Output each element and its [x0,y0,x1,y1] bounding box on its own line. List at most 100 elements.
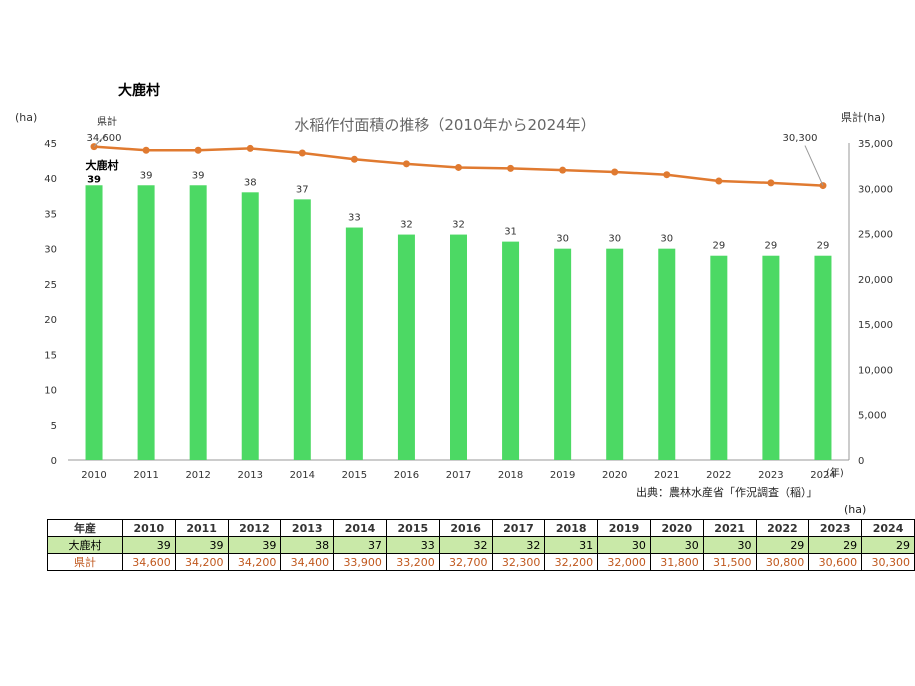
table-cell: 34,400 [280,553,335,571]
table-cell: 33,900 [333,553,387,571]
table-cell: 38 [280,536,335,554]
table-cell: 32 [491,536,546,554]
table-cell: 2014 [333,519,387,537]
left-axis-ticks: 0 5 10 15 20 25 30 35 40 45 [44,139,57,467]
x-tick-label: 2013 [238,470,263,481]
right-axis-unit: 県計(ha) [841,110,885,124]
table-row-label: 県計 [47,553,123,571]
x-tick-label: 2016 [394,470,419,481]
table-cell: 30,600 [808,553,863,571]
table-cell: 29 [755,536,810,554]
x-tick-label: 2022 [706,470,731,481]
table-cell: 30 [597,536,651,554]
source-note: 出典：農林水産省「作況調査（稲）」 [636,486,818,499]
right-tick-label: 10,000 [858,365,893,376]
bar-value-label: 32 [400,220,413,231]
left-tick-label: 45 [44,139,57,150]
line-start-name: 県計 [97,115,117,128]
table-cell: 31,500 [702,553,757,571]
line-marker [767,179,775,187]
table-cell: 30 [702,536,757,554]
table-header-row: 年産 2010 2011 2012 2013 2014 2015 2016 2017 2018 20… [47,519,915,537]
bar-value-label: 32 [452,220,465,231]
x-tick-label: 2019 [550,470,575,481]
table-cell: 39 [121,536,176,554]
x-tick-label: 2014 [290,470,315,481]
line-marker [298,149,306,157]
bar-value-label: 31 [504,227,517,238]
table-row-label: 大鹿村 [47,536,123,554]
left-tick-label: 0 [51,456,57,467]
table-cell: 34,200 [174,553,229,571]
left-tick-label: 35 [44,209,57,220]
table-cell: 2016 [438,519,493,537]
bar-data-labels: 39 39 39 38 37 33 32 32 31 30 30 30 29 29 29 [87,170,829,251]
chart-title: 水稲作付面積の推移（2010年から2024年） [294,116,595,134]
table-cell: 2021 [702,519,757,537]
bar [606,248,624,460]
data-table-body: 年産 2010 2011 2012 2013 2014 2015 2016 2017 2018 20… [47,519,915,571]
bar-value-label: 38 [244,177,257,188]
x-tick-label: 2010 [81,470,106,481]
bar-value-label: 39 [192,170,205,181]
bar [450,234,467,460]
line-marker [507,164,515,172]
right-tick-label: 20,000 [858,275,893,286]
bar [554,248,572,460]
right-tick-label: 25,000 [858,230,893,241]
bar-value-label: 30 [660,234,673,245]
table-cell: 2018 [544,519,599,537]
line-marker [559,166,567,174]
table-cell: 32,700 [438,553,493,571]
line-end-leader [804,145,824,186]
line-marker [611,168,619,176]
data-table: 年産 2010 2011 2012 2013 2014 2015 2016 2017 2018 20… [47,519,915,571]
bar-value-label: 33 [348,213,361,224]
table-cell: 29 [861,536,915,554]
bar-series [85,185,832,461]
bar-value-label: 30 [608,234,621,245]
line-marker [246,144,254,152]
table-cell: 2020 [649,519,704,537]
x-tick-label: 2017 [446,470,471,481]
table-row-label: 年産 [47,519,123,537]
x-tick-label: 2011 [133,470,158,481]
table-row-prefecture: 県計 34,600 34,200 34,200 34,400 33,900 33,200 32… [47,553,915,571]
table-cell: 39 [174,536,229,554]
line-marker [663,171,671,179]
line-marker [350,155,358,163]
left-tick-label: 40 [44,174,57,185]
bar [710,255,728,460]
bar-start-name: 大鹿村 [86,158,119,172]
line-series [90,134,827,190]
x-tick-label: 2024 [810,470,835,481]
bar-value-label: 39 [87,174,101,185]
left-tick-label: 5 [51,421,57,432]
table-cell: 2024 [861,519,915,537]
table-cell: 2011 [174,519,229,537]
table-cell: 2013 [280,519,335,537]
table-cell: 32 [438,536,493,554]
left-tick-label: 25 [44,280,57,291]
left-tick-label: 30 [44,245,57,256]
right-tick-label: 30,000 [858,184,893,195]
line-marker [715,177,723,185]
table-cell: 37 [333,536,387,554]
left-axis-unit: (ha) [15,111,37,124]
table-cell: 31,800 [649,553,704,571]
table-cell: 2019 [597,519,651,537]
bar-value-label: 29 [712,241,725,252]
table-cell: 30,300 [861,553,915,571]
x-tick-label: 2023 [758,470,783,481]
table-cell: 29 [808,536,863,554]
line-marker [455,163,462,171]
table-cell: 31 [544,536,599,554]
x-axis-ticks: 2010 2011 2012 2013 2014 2015 2016 2017 2018 2019… [81,470,835,481]
table-cell: 32,200 [544,553,599,571]
left-tick-label: 10 [44,386,57,397]
right-tick-label: 0 [858,456,864,467]
table-cell: 2015 [385,519,440,537]
table-cell: 30 [649,536,704,554]
x-tick-label: 2020 [602,470,627,481]
bar [502,241,520,460]
